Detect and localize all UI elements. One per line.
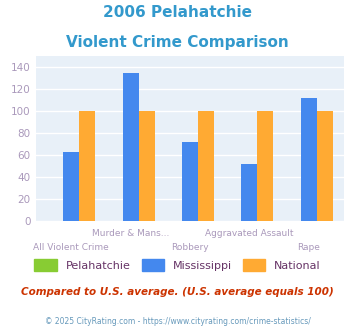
Bar [182, 142, 198, 221]
Bar [138, 111, 154, 221]
Bar [241, 164, 257, 221]
Text: All Violent Crime: All Violent Crime [33, 243, 109, 251]
Text: Aggravated Assault: Aggravated Assault [205, 229, 294, 238]
Bar [301, 98, 317, 221]
Text: © 2025 CityRating.com - https://www.cityrating.com/crime-statistics/: © 2025 CityRating.com - https://www.city… [45, 317, 310, 326]
Text: Robbery: Robbery [171, 243, 209, 251]
Legend: Pelahatchie, Mississippi, National: Pelahatchie, Mississippi, National [30, 255, 325, 275]
Text: 2006 Pelahatchie: 2006 Pelahatchie [103, 5, 252, 20]
Text: Compared to U.S. average. (U.S. average equals 100): Compared to U.S. average. (U.S. average … [21, 287, 334, 297]
Text: Murder & Mans...: Murder & Mans... [92, 229, 169, 238]
Bar [63, 152, 79, 221]
Bar [198, 111, 214, 221]
Text: Violent Crime Comparison: Violent Crime Comparison [66, 35, 289, 50]
Text: Rape: Rape [297, 243, 320, 251]
Bar [122, 73, 138, 221]
Bar [257, 111, 273, 221]
Bar [317, 111, 333, 221]
Bar [79, 111, 95, 221]
